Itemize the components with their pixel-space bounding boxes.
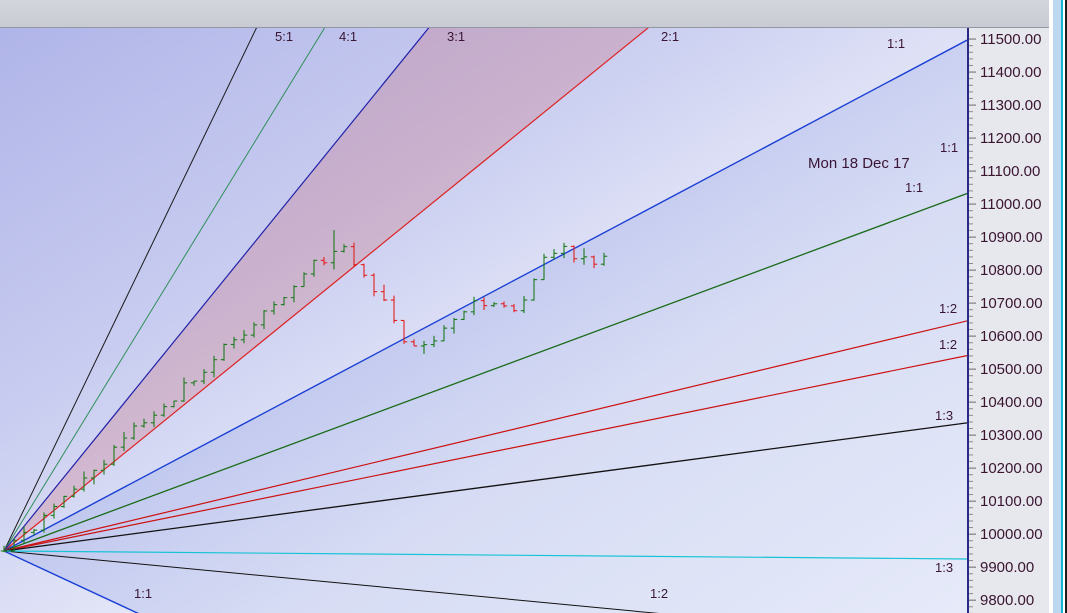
svg-text:10000.00: 10000.00 — [980, 526, 1043, 543]
svg-text:4:1: 4:1 — [339, 29, 357, 44]
svg-text:10700.00: 10700.00 — [980, 295, 1043, 312]
svg-text:10400.00: 10400.00 — [980, 394, 1043, 411]
svg-text:1:1: 1:1 — [134, 586, 152, 601]
svg-text:10500.00: 10500.00 — [980, 361, 1043, 378]
svg-text:9800.00: 9800.00 — [980, 592, 1034, 609]
svg-text:10100.00: 10100.00 — [980, 493, 1043, 510]
svg-text:1:1: 1:1 — [905, 180, 923, 195]
svg-text:3:1: 3:1 — [447, 29, 465, 44]
svg-text:10900.00: 10900.00 — [980, 229, 1043, 246]
svg-text:Mon 18 Dec 17: Mon 18 Dec 17 — [808, 155, 910, 172]
svg-text:11300.00: 11300.00 — [980, 97, 1041, 114]
svg-text:1:1: 1:1 — [887, 36, 905, 51]
svg-text:10800.00: 10800.00 — [980, 262, 1043, 279]
svg-text:11100.00: 11100.00 — [980, 163, 1040, 180]
svg-text:10200.00: 10200.00 — [980, 460, 1043, 477]
svg-text:11000.00: 11000.00 — [980, 196, 1041, 213]
svg-text:1:1: 1:1 — [940, 140, 958, 155]
svg-text:11500.00: 11500.00 — [980, 31, 1041, 48]
svg-text:9900.00: 9900.00 — [980, 559, 1034, 576]
svg-text:5:1: 5:1 — [275, 29, 293, 44]
svg-text:1:2: 1:2 — [939, 301, 957, 316]
svg-text:10600.00: 10600.00 — [980, 328, 1043, 345]
svg-text:1:2: 1:2 — [650, 586, 668, 601]
svg-text:11200.00: 11200.00 — [980, 130, 1041, 147]
svg-text:1:3: 1:3 — [935, 560, 953, 575]
svg-text:11400.00: 11400.00 — [980, 64, 1041, 81]
svg-text:1:2: 1:2 — [939, 337, 957, 352]
svg-text:1:3: 1:3 — [935, 408, 953, 423]
svg-text:10300.00: 10300.00 — [980, 427, 1043, 444]
svg-text:2:1: 2:1 — [661, 29, 679, 44]
